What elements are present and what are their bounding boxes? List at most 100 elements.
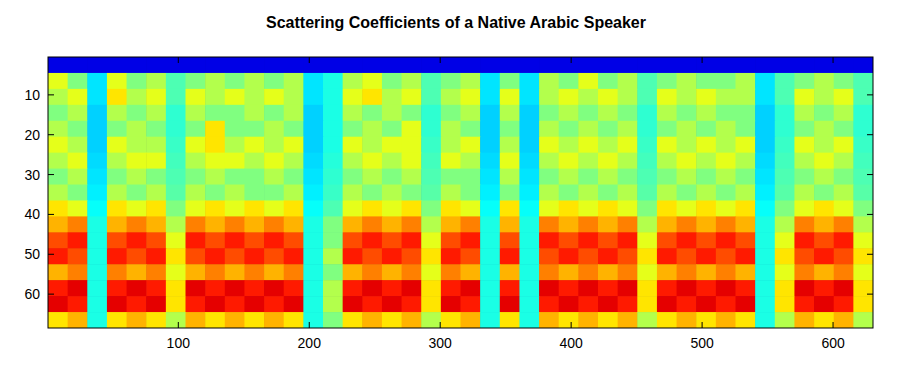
heatmap-cell: [814, 280, 834, 297]
heatmap-cell: [421, 200, 441, 217]
heatmap-cell: [559, 57, 579, 74]
heatmap-cell: [696, 264, 716, 281]
heatmap-cell: [87, 232, 107, 249]
heatmap-cell: [244, 185, 264, 202]
heatmap-cell: [775, 73, 795, 90]
heatmap-cell: [421, 296, 441, 313]
heatmap-cell: [48, 153, 68, 170]
heatmap-cell: [637, 105, 657, 122]
heatmap-cell: [382, 105, 402, 122]
heatmap-cell: [853, 121, 873, 138]
heatmap-cell: [264, 200, 284, 217]
heatmap-cell: [284, 280, 304, 297]
heatmap-cell: [303, 57, 323, 74]
heatmap-cell: [755, 232, 775, 249]
heatmap-cell: [657, 169, 677, 186]
heatmap-cell: [834, 89, 854, 106]
heatmap-cell: [87, 169, 107, 186]
heatmap-cell: [461, 248, 481, 265]
heatmap-cell: [402, 200, 422, 217]
heatmap-cell: [284, 296, 304, 313]
heatmap-cell: [598, 137, 618, 154]
heatmap-cell: [323, 185, 343, 202]
heatmap-cell: [598, 89, 618, 106]
heatmap-cell: [166, 216, 186, 233]
heatmap-cell: [146, 121, 166, 138]
heatmap-cell: [657, 73, 677, 90]
y-tick-label: 20: [24, 127, 40, 143]
heatmap-cell: [205, 89, 225, 106]
heatmap-cell: [814, 312, 834, 328]
heatmap-cell: [107, 73, 127, 90]
y-tick-label: 10: [24, 87, 40, 103]
heatmap-cell: [736, 232, 756, 249]
heatmap-cell: [303, 280, 323, 297]
heatmap-cell: [441, 248, 461, 265]
heatmap-cell: [343, 153, 363, 170]
heatmap-cell: [716, 121, 736, 138]
heatmap-cell: [618, 73, 638, 90]
heatmap-cell: [853, 248, 873, 265]
heatmap-cell: [264, 73, 284, 90]
heatmap-cell: [637, 89, 657, 106]
heatmap-cell: [362, 312, 382, 328]
heatmap-cell: [402, 280, 422, 297]
heatmap-cell: [480, 73, 500, 90]
heatmap-cell: [284, 264, 304, 281]
heatmap-cell: [461, 216, 481, 233]
y-tick-label: 60: [24, 286, 40, 302]
heatmap-cell: [244, 137, 264, 154]
heatmap-cell: [559, 216, 579, 233]
heatmap-cell: [480, 296, 500, 313]
heatmap-cell: [775, 312, 795, 328]
heatmap-cell: [696, 232, 716, 249]
heatmap-cell: [500, 296, 520, 313]
heatmap-cell: [814, 105, 834, 122]
heatmap-cell: [68, 185, 88, 202]
heatmap-cell: [68, 169, 88, 186]
heatmap-cell: [441, 264, 461, 281]
heatmap-cell: [578, 121, 598, 138]
heatmap-cell: [657, 89, 677, 106]
heatmap-cell: [48, 73, 68, 90]
heatmap-cell: [539, 137, 559, 154]
heatmap-cell: [559, 200, 579, 217]
heatmap-cell: [244, 296, 264, 313]
heatmap-cell: [225, 137, 245, 154]
heatmap-cell: [461, 185, 481, 202]
heatmap-cell: [480, 248, 500, 265]
heatmap-cell: [68, 121, 88, 138]
heatmap-cell: [598, 296, 618, 313]
heatmap-cell: [402, 89, 422, 106]
heatmap-cell: [402, 137, 422, 154]
heatmap-cell: [362, 185, 382, 202]
heatmap-cell: [578, 137, 598, 154]
heatmap-cell: [362, 121, 382, 138]
heatmap-cell: [834, 216, 854, 233]
heatmap-cell: [264, 57, 284, 74]
heatmap-cell: [755, 169, 775, 186]
heatmap-cell: [716, 105, 736, 122]
heatmap-cell: [421, 264, 441, 281]
heatmap-cell: [421, 137, 441, 154]
heatmap-cell: [716, 312, 736, 328]
heatmap-cell: [480, 89, 500, 106]
heatmap-cell: [716, 264, 736, 281]
heatmap-cell: [264, 185, 284, 202]
heatmap-cell: [834, 57, 854, 74]
heatmap-cell: [303, 121, 323, 138]
heatmap-cell: [461, 153, 481, 170]
chart-title: Scattering Coefficients of a Native Arab…: [266, 14, 646, 31]
heatmap-cell: [794, 121, 814, 138]
heatmap-cell: [736, 216, 756, 233]
heatmap-cell: [853, 200, 873, 217]
heatmap-cell: [284, 89, 304, 106]
x-tick-label: 600: [821, 335, 845, 351]
heatmap-cell: [461, 89, 481, 106]
heatmap-cell: [598, 232, 618, 249]
heatmap-cell: [146, 73, 166, 90]
heatmap-cell: [755, 73, 775, 90]
heatmap-cell: [598, 121, 618, 138]
heatmap-cell: [244, 216, 264, 233]
heatmap-cell: [323, 169, 343, 186]
